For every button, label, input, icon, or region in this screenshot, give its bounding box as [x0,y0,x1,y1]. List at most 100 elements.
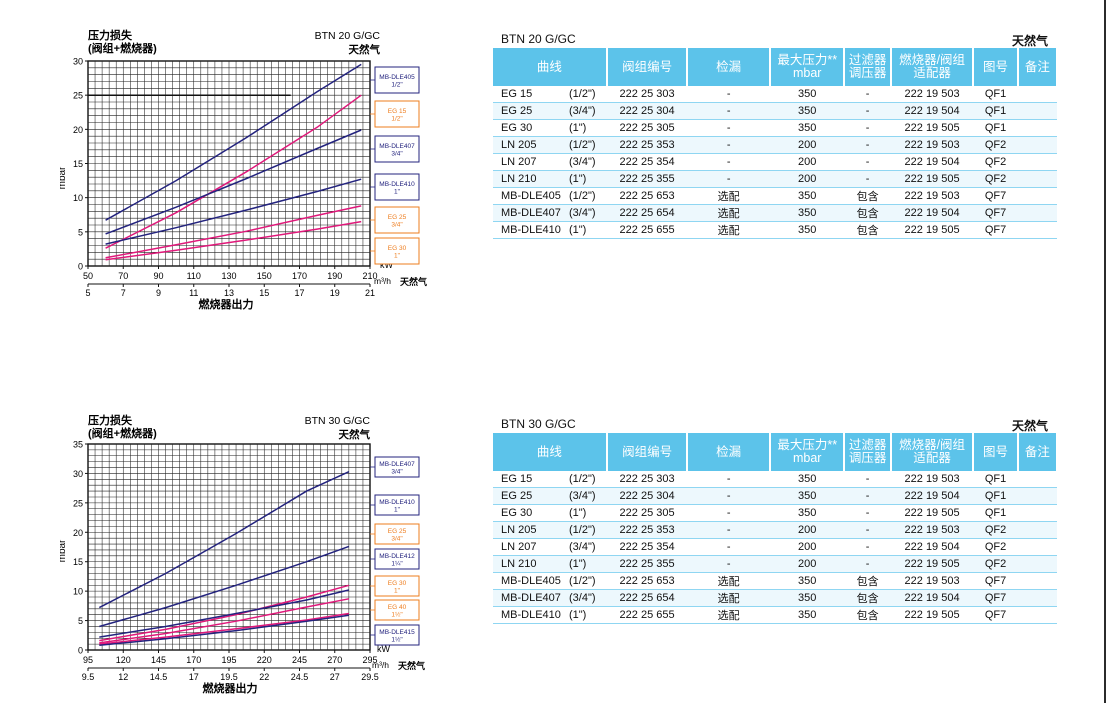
y-tick-label: 10 [73,587,83,597]
column-header: 过滤器 调压器 [844,48,892,86]
header-text: 过滤器 [848,53,887,67]
curve-size: (1/2") [569,88,596,100]
cell-filter-regulator: - [844,102,891,120]
x-tick-label-kw: 110 [187,271,201,281]
curve-name: EG 15 [501,473,533,485]
legend-label-size: 1" [394,253,401,260]
cell-valve-code: 222 25 653 [606,572,688,590]
pressure-loss-chart-btn30: 压力损失 (阀组+燃烧器) BTN 30 G/GC 天然气 mbar 燃烧器出力… [57,411,450,703]
cell-curve: MB-DLE405 (1/2") [493,187,607,205]
chart-svg-btn20: 压力损失 (阀组+燃烧器) BTN 20 G/GC 天然气 mbar 燃烧器出力… [57,28,427,311]
cell-max-pressure: 350 [769,504,845,522]
cell-curve: MB-DLE405 (1/2") [493,572,607,590]
header-text: 曲线 [536,59,562,74]
cell-adapter: 222 19 503 [890,136,974,154]
cell-remark [1017,136,1057,154]
valve-table-btn30: BTN 30 G/GC 天然气 曲线 阀组编号 检漏 最大压力** mbar 过滤器 调压器… [493,415,1059,624]
series-line [99,614,350,647]
legend-box [374,66,420,94]
plot-area [85,60,371,287]
table-row: EG 15 (1/2") 222 25 303-350-222 19 503 QF1 [493,471,1057,488]
y-tick-label: 30 [73,57,83,67]
table-row: MB-DLE407 (3/4") 222 25 654 选配 350 包含 222 19 5… [493,204,1057,222]
cell-filter-regulator: 包含 [844,187,891,205]
series-line [105,129,362,235]
chart-gas-label: 天然气 [349,43,381,56]
x-tick-label-kw: 295 [362,655,377,665]
cell-leak-check: - [687,538,770,556]
cell-filter-regulator: 包含 [844,589,891,607]
cell-remark [1017,153,1057,171]
curve-size: (1/2") [569,139,596,151]
cell-figure: QF2 [973,521,1018,539]
table-row: LN 205 (1/2") 222 25 353-200-222 19 503 QF2 [493,521,1057,539]
curve-size: (1") [569,558,587,570]
table-row: LN 210 (1") 222 25 355-200-222 19 505 QF2 [493,170,1057,188]
chart-model-label: BTN 20 G/GC [315,30,381,42]
cell-valve-code: 222 25 655 [606,221,688,239]
header-text: 最大压力** [777,53,838,67]
y-tick-label: 25 [73,498,83,508]
legend-box [374,173,420,201]
table-row: LN 207 (3/4") 222 25 354-200-222 19 504 QF2 [493,538,1057,556]
y-tick-label: 5 [78,616,83,626]
cell-figure: QF1 [973,102,1018,120]
legend-label-name: EG 25 [388,528,407,535]
x-tick-label-kw: 145 [151,655,166,665]
legend-label-name: MB-DLE407 [379,461,415,468]
pressure-loss-chart-btn20: 压力损失 (阀组+燃烧器) BTN 20 G/GC 天然气 mbar 燃烧器出力… [57,26,450,316]
cell-leak-check: - [687,102,770,120]
legend-label-size: 1/2" [391,82,403,89]
x-tick-label-m3h: 27 [330,672,340,682]
cell-max-pressure: 350 [769,102,845,120]
cell-max-pressure: 350 [769,86,845,103]
series-line [99,612,350,645]
legend-label-size: 1¼" [391,561,403,568]
legend-box [374,135,420,163]
cell-valve-code: 222 25 354 [606,538,688,556]
cell-valve-code: 222 25 353 [606,136,688,154]
cell-filter-regulator: - [844,136,891,154]
legend-label-name: EG 30 [388,245,407,252]
table-row: EG 30 (1") 222 25 305-350-222 19 505 QF1 [493,119,1057,137]
cell-curve: LN 205 (1/2") [493,521,607,539]
header-text: mbar [792,66,822,80]
y-tick-label: 0 [78,262,83,272]
x-tick-label-m3h: 24.5 [291,672,309,682]
x-tick-label-kw: 90 [153,271,163,281]
cell-figure: QF1 [973,487,1018,505]
cell-max-pressure: 350 [769,119,845,137]
page-edge-divider [1104,0,1106,703]
legend-label-size: 1½" [391,611,403,619]
cell-valve-code: 222 25 654 [606,204,688,222]
curve-size: (3/4") [569,207,596,219]
cell-remark [1017,504,1057,522]
y-tick-label: 30 [73,469,83,479]
header-text: 检漏 [716,444,742,459]
cell-valve-code: 222 25 303 [606,86,688,103]
cell-leak-check: 选配 [687,221,770,239]
cell-figure: QF1 [973,471,1018,488]
cell-remark [1017,119,1057,137]
cell-leak-check: 选配 [687,572,770,590]
column-header: 备注 [1017,48,1059,86]
curve-name: LN 205 [501,139,537,151]
x-tick-label-m3h: 11 [189,288,198,298]
x-unit-m3h: m³/h [372,660,389,670]
x-tick-label-kw: 95 [83,655,93,665]
curve-name: MB-DLE410 [501,224,561,236]
curve-name: EG 25 [501,105,533,117]
series-line [99,598,350,644]
cell-curve: EG 15 (1/2") [493,471,607,488]
cell-figure: QF1 [973,504,1018,522]
header-text: 备注 [1024,444,1050,459]
cell-leak-check: - [687,153,770,171]
curve-size: (1") [569,173,587,185]
cell-adapter: 222 19 504 [890,538,974,556]
legend-label-size: 1" [394,189,401,196]
cell-figure: QF1 [973,119,1018,137]
x-tick-label-m3h: 5 [85,288,90,298]
curve-size: (1") [569,609,587,621]
cell-curve: EG 25 (3/4") [493,487,607,505]
chart-model-label: BTN 30 G/GC [305,415,371,427]
